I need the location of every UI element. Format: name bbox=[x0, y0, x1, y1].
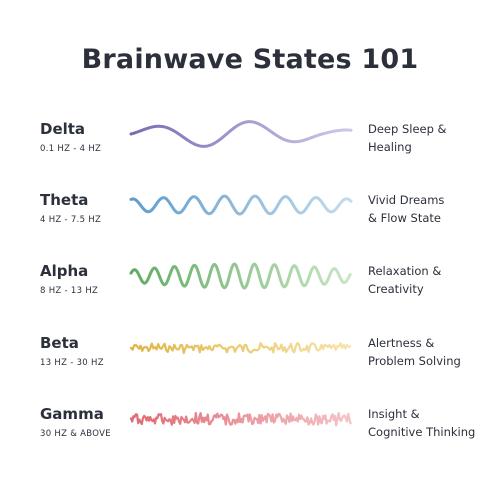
state-range: 8 HZ - 13 HZ bbox=[40, 286, 99, 296]
page-title: Brainwave States 101 bbox=[81, 44, 419, 75]
description-line: Cognitive Thinking bbox=[368, 425, 476, 439]
state-description: Deep Sleep & Healing bbox=[368, 120, 447, 156]
state-description: Alertness & Problem Solving bbox=[368, 334, 461, 370]
state-range: 4 HZ - 7.5 HZ bbox=[40, 215, 102, 225]
state-range: 0.1 HZ - 4 HZ bbox=[40, 144, 102, 154]
description-line: Healing bbox=[368, 140, 412, 154]
state-name: Gamma bbox=[40, 405, 104, 423]
beta-wave bbox=[129, 341, 352, 355]
row-alpha: Alpha 8 HZ - 13 HZ Relaxation & Creativi… bbox=[0, 262, 500, 312]
description-line: Alertness & bbox=[368, 336, 435, 350]
state-range: 30 HZ & ABOVE bbox=[40, 429, 111, 439]
row-beta: Beta 13 HZ - 30 HZ Alertness & Problem S… bbox=[0, 334, 500, 384]
state-name: Beta bbox=[40, 334, 79, 352]
row-gamma: Gamma 30 HZ & ABOVE Insight & Cognitive … bbox=[0, 405, 500, 455]
description-line: Relaxation & bbox=[368, 264, 442, 278]
state-range: 13 HZ - 30 HZ bbox=[40, 358, 104, 368]
gamma-wave bbox=[129, 412, 352, 427]
delta-wave bbox=[129, 120, 353, 148]
description-line: Insight & bbox=[368, 407, 420, 421]
row-theta: Theta 4 HZ - 7.5 HZ Vivid Dreams & Flow … bbox=[0, 191, 500, 241]
state-name: Alpha bbox=[40, 262, 89, 280]
alpha-wave bbox=[129, 262, 352, 290]
description-line: Problem Solving bbox=[368, 354, 461, 368]
description-line: Creativity bbox=[368, 282, 424, 296]
theta-wave bbox=[129, 194, 353, 216]
description-line: Vivid Dreams bbox=[368, 193, 445, 207]
row-delta: Delta 0.1 HZ - 4 HZ Deep Sleep & Healing bbox=[0, 120, 500, 170]
description-line: & Flow State bbox=[368, 211, 441, 225]
state-description: Insight & Cognitive Thinking bbox=[368, 405, 475, 441]
description-line: Deep Sleep & bbox=[368, 122, 447, 136]
state-description: Relaxation & Creativity bbox=[368, 262, 441, 298]
state-name: Theta bbox=[40, 191, 89, 209]
state-name: Delta bbox=[40, 120, 86, 138]
state-description: Vivid Dreams & Flow State bbox=[368, 191, 444, 227]
